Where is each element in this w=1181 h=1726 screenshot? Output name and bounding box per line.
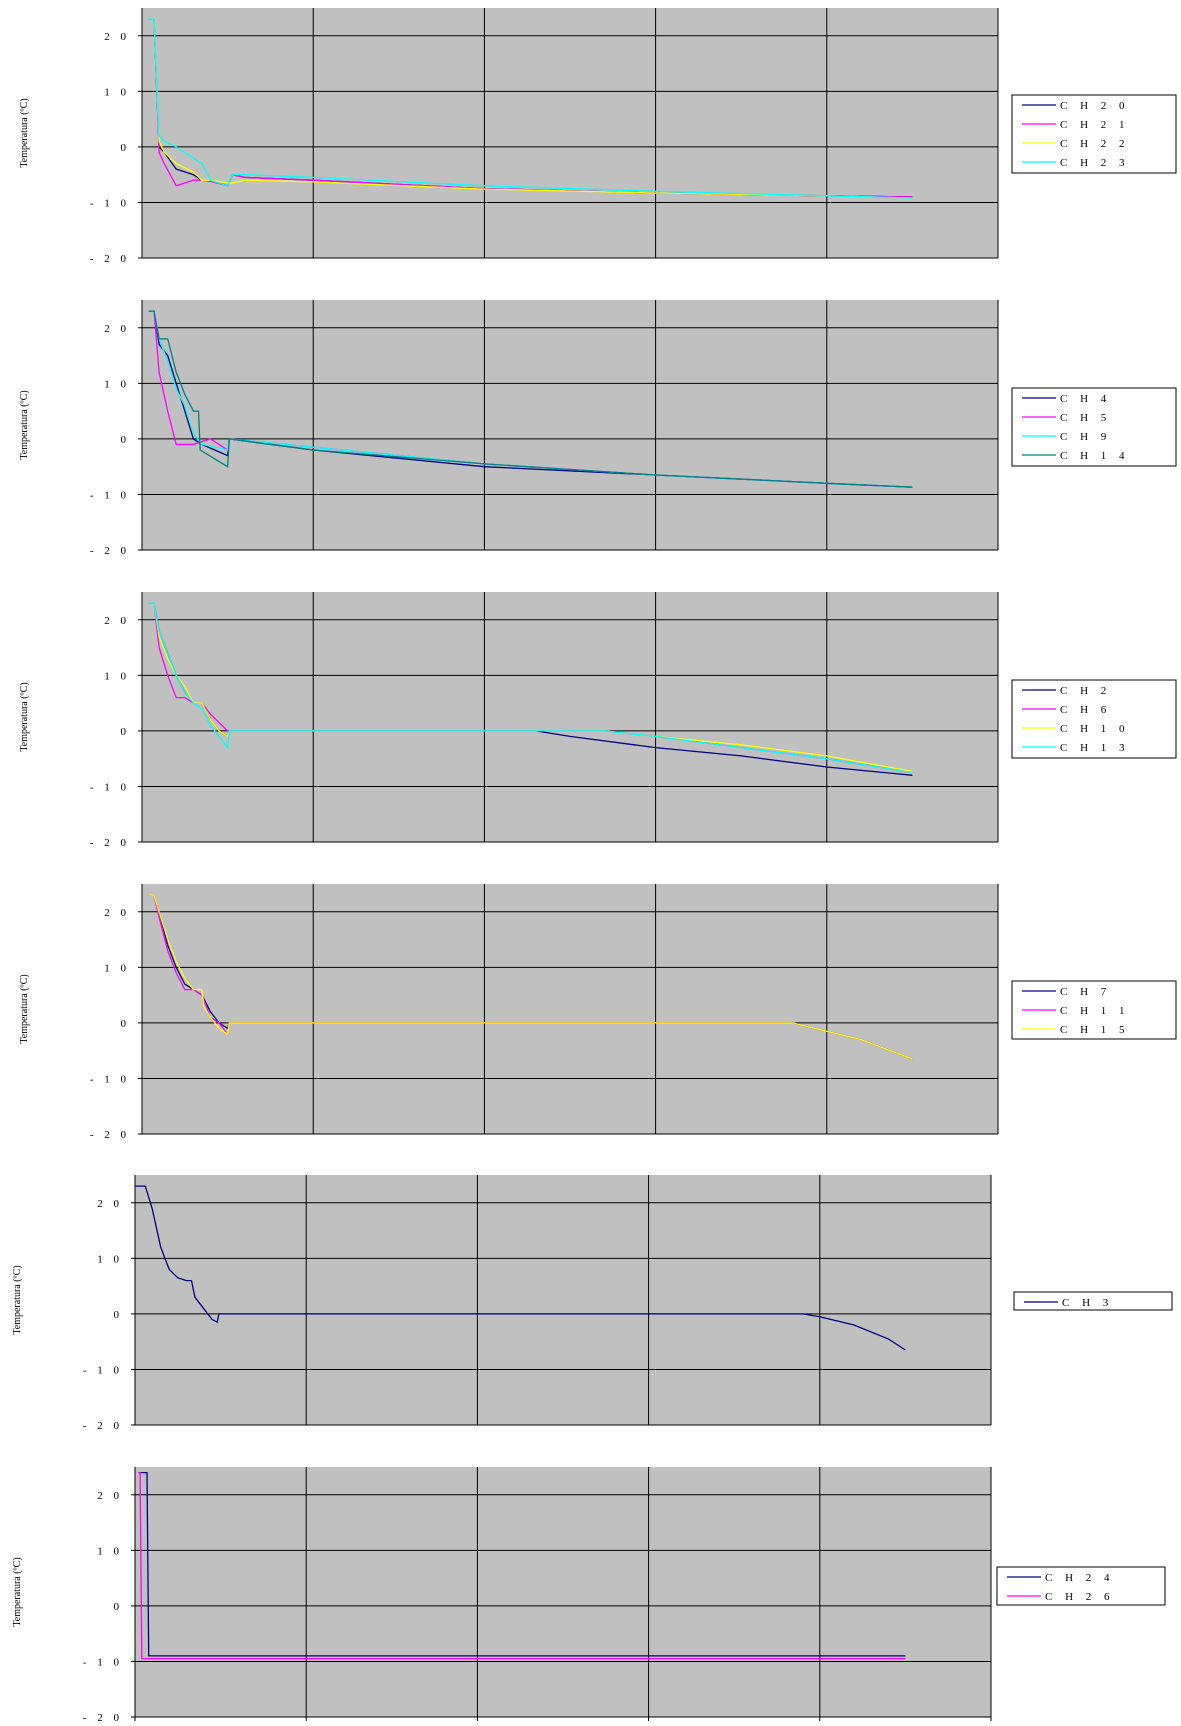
y-axis-label: Temperatura (ºC) [19, 390, 30, 459]
y-tick-label: 0 [121, 142, 131, 154]
y-tick-label: 0 [121, 726, 131, 738]
legend-entry: C H 7 [1060, 986, 1111, 998]
x-tick-label: 4 [815, 1724, 825, 1726]
legend-entry: C H 2 4 [1045, 1572, 1115, 1584]
legend-entry: C H 2 1 [1060, 119, 1130, 131]
legend-entry: C H 5 [1060, 412, 1111, 424]
y-tick-label: 1 0 [104, 962, 130, 974]
legend-entry: C H 4 [1060, 393, 1111, 405]
y-tick-label: - 1 0 [90, 781, 130, 793]
series-line-4 [148, 310, 913, 488]
series-line-4 [148, 602, 913, 774]
legend-box [1013, 1291, 1173, 1311]
y-tick-label: 2 0 [104, 31, 130, 43]
series-line-4 [148, 18, 913, 199]
legend-entry: C H 2 6 [1045, 1591, 1115, 1603]
y-tick-label: 1 0 [104, 86, 130, 98]
y-tick-label: 0 [114, 1309, 124, 1321]
series-line-3 [148, 18, 913, 199]
y-tick-label: - 2 0 [83, 1420, 123, 1432]
series-line-1 [138, 1471, 906, 1657]
y-axis-label: Temperatura (ºC) [12, 1557, 23, 1626]
legend-entry: C H 9 [1060, 431, 1111, 443]
chart-panel-5: 2 0 1 0 0 - 1 0 - 2 0 Temperatura (ºC) C H 3 [12, 1175, 1173, 1432]
y-tick-label: 1 0 [97, 1253, 123, 1265]
legend-box [1011, 94, 1177, 174]
y-axis-label: Temperatura (ºC) [12, 1265, 23, 1334]
y-tick-label: - 1 0 [83, 1364, 123, 1376]
y-axis-label: Temperatura (ºC) [19, 98, 30, 167]
legend: C H 4 C H 5 C H 9 C H 1 4 [1011, 387, 1177, 467]
legend-box [996, 1566, 1166, 1606]
y-tick-label: 2 0 [97, 1490, 123, 1502]
legend-entry: C H 1 3 [1060, 742, 1130, 754]
y-tick-label: 1 0 [104, 378, 130, 390]
y-tick-label: - 2 0 [90, 545, 130, 557]
x-tick-label: 3 [644, 1724, 654, 1726]
legend-entry: C H 2 [1060, 685, 1111, 697]
legend: C H 2 4 C H 2 6 [996, 1566, 1166, 1606]
legend-entry: C H 3 [1062, 1297, 1113, 1309]
legend-box [1011, 679, 1177, 759]
legend: C H 3 [1013, 1291, 1173, 1311]
y-tick-label: 2 0 [97, 1198, 123, 1210]
legend-entry: C H 1 0 [1060, 723, 1130, 735]
y-tick-label: - 1 0 [90, 489, 130, 501]
y-tick-label: - 2 0 [83, 1712, 123, 1724]
y-tick-label: 0 [121, 1018, 131, 1030]
legend: C H 7 C H 1 1 C H 1 5 [1011, 980, 1177, 1040]
y-tick-label: 2 0 [104, 323, 130, 335]
series-line-3 [148, 894, 913, 1060]
y-tick-label: - 1 0 [90, 197, 130, 209]
legend: C H 2 C H 6 C H 1 0 C H 1 3 [1011, 679, 1177, 759]
x-tick-label: 1 [301, 1724, 311, 1726]
y-tick-label: 2 0 [104, 907, 130, 919]
legend-entry: C H 2 3 [1060, 157, 1130, 169]
y-tick-label: 1 0 [97, 1545, 123, 1557]
x-tick-label: 5 [986, 1724, 996, 1726]
legend: C H 2 0 C H 2 1 C H 2 2 C H 2 3 [1011, 94, 1177, 174]
plot-area [142, 300, 998, 550]
chart-panel-6: 2 0 1 0 0 - 1 0 - 2 0 0 1 2 3 4 5 Temperatura (ºC) C… [12, 1467, 1166, 1726]
legend-entry: C H 1 1 [1060, 1005, 1130, 1017]
y-tick-label: - 1 0 [83, 1656, 123, 1668]
y-tick-label: - 1 0 [90, 1073, 130, 1085]
plot-area [142, 8, 998, 258]
plot-area [142, 884, 998, 1134]
y-tick-label: - 2 0 [90, 837, 130, 849]
y-tick-label: 0 [114, 1601, 124, 1613]
y-axis-label: Temperatura (ºC) [19, 974, 30, 1043]
y-tick-label: 0 [121, 434, 131, 446]
y-tick-label: 2 0 [104, 615, 130, 627]
y-axis-label: Temperatura (ºC) [19, 682, 30, 751]
legend-box [1011, 387, 1177, 467]
legend-entry: C H 1 4 [1060, 450, 1130, 462]
plot-area [135, 1467, 991, 1717]
plot-area [135, 1175, 991, 1425]
legend-entry: C H 1 5 [1060, 1024, 1130, 1036]
x-tick-label: 2 [473, 1724, 483, 1726]
y-tick-label: - 2 0 [90, 1129, 130, 1141]
y-tick-label: 1 0 [104, 670, 130, 682]
plot-area [142, 592, 998, 842]
y-tick-label: - 2 0 [90, 253, 130, 265]
series-line-2 [138, 1471, 906, 1660]
chart-panel-1: 2 0 1 0 0 - 1 0 - 2 0 Temperatura (ºC) C H 2 0… [19, 8, 1177, 265]
legend-entry: C H 2 0 [1060, 100, 1130, 112]
legend-entry: C H 6 [1060, 704, 1111, 716]
x-tick-label: 0 [130, 1724, 140, 1726]
series-line-1 [135, 1185, 906, 1351]
legend-entry: C H 2 2 [1060, 138, 1130, 150]
